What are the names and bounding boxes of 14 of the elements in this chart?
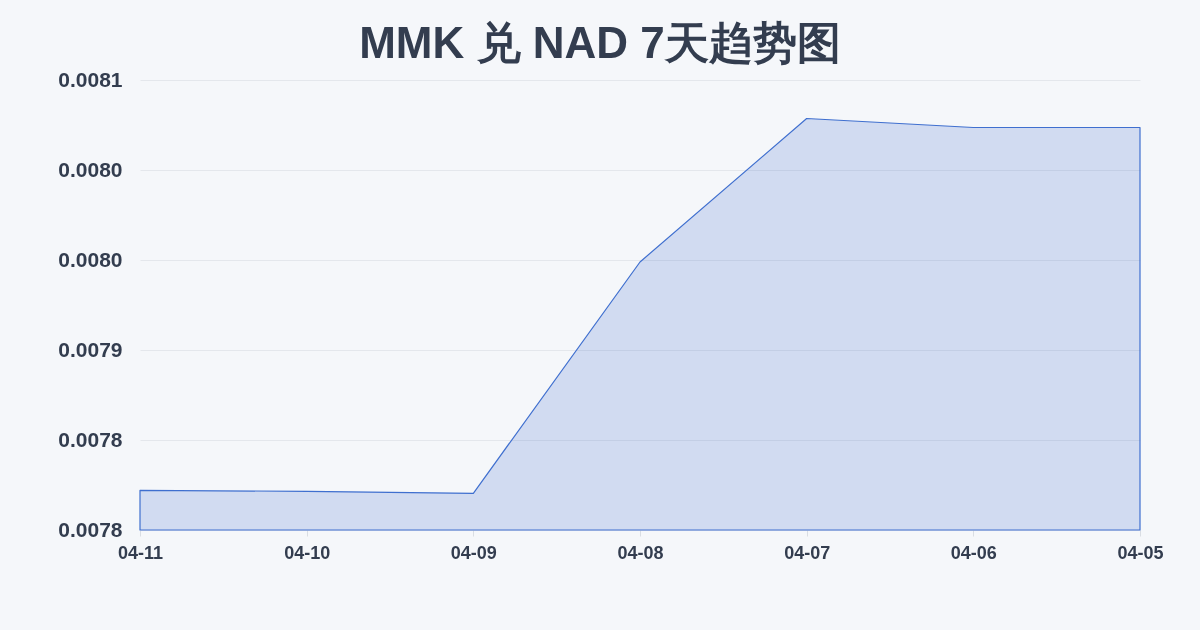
x-tick-label: 04-10 xyxy=(284,542,331,563)
y-tick-label: 0.0079 xyxy=(58,337,123,361)
y-tick-label: 0.0078 xyxy=(58,427,123,451)
y-tick-label: 0.0080 xyxy=(58,247,123,271)
x-tick-label: 04-07 xyxy=(784,542,831,563)
y-tick-label: 0.0078 xyxy=(58,517,123,541)
y-tick-label: 0.0080 xyxy=(58,157,123,181)
x-tick-label: 04-08 xyxy=(617,542,664,563)
x-tick-label: 04-11 xyxy=(117,542,164,563)
y-tick-label: 0.0081 xyxy=(58,67,123,91)
x-tick-label: 04-09 xyxy=(450,542,497,563)
x-tick-label: 04-05 xyxy=(1117,542,1164,563)
chart-title: MMK 兑 NAD 7天趋势图 xyxy=(359,18,841,67)
x-tick-label: 04-06 xyxy=(950,542,997,563)
